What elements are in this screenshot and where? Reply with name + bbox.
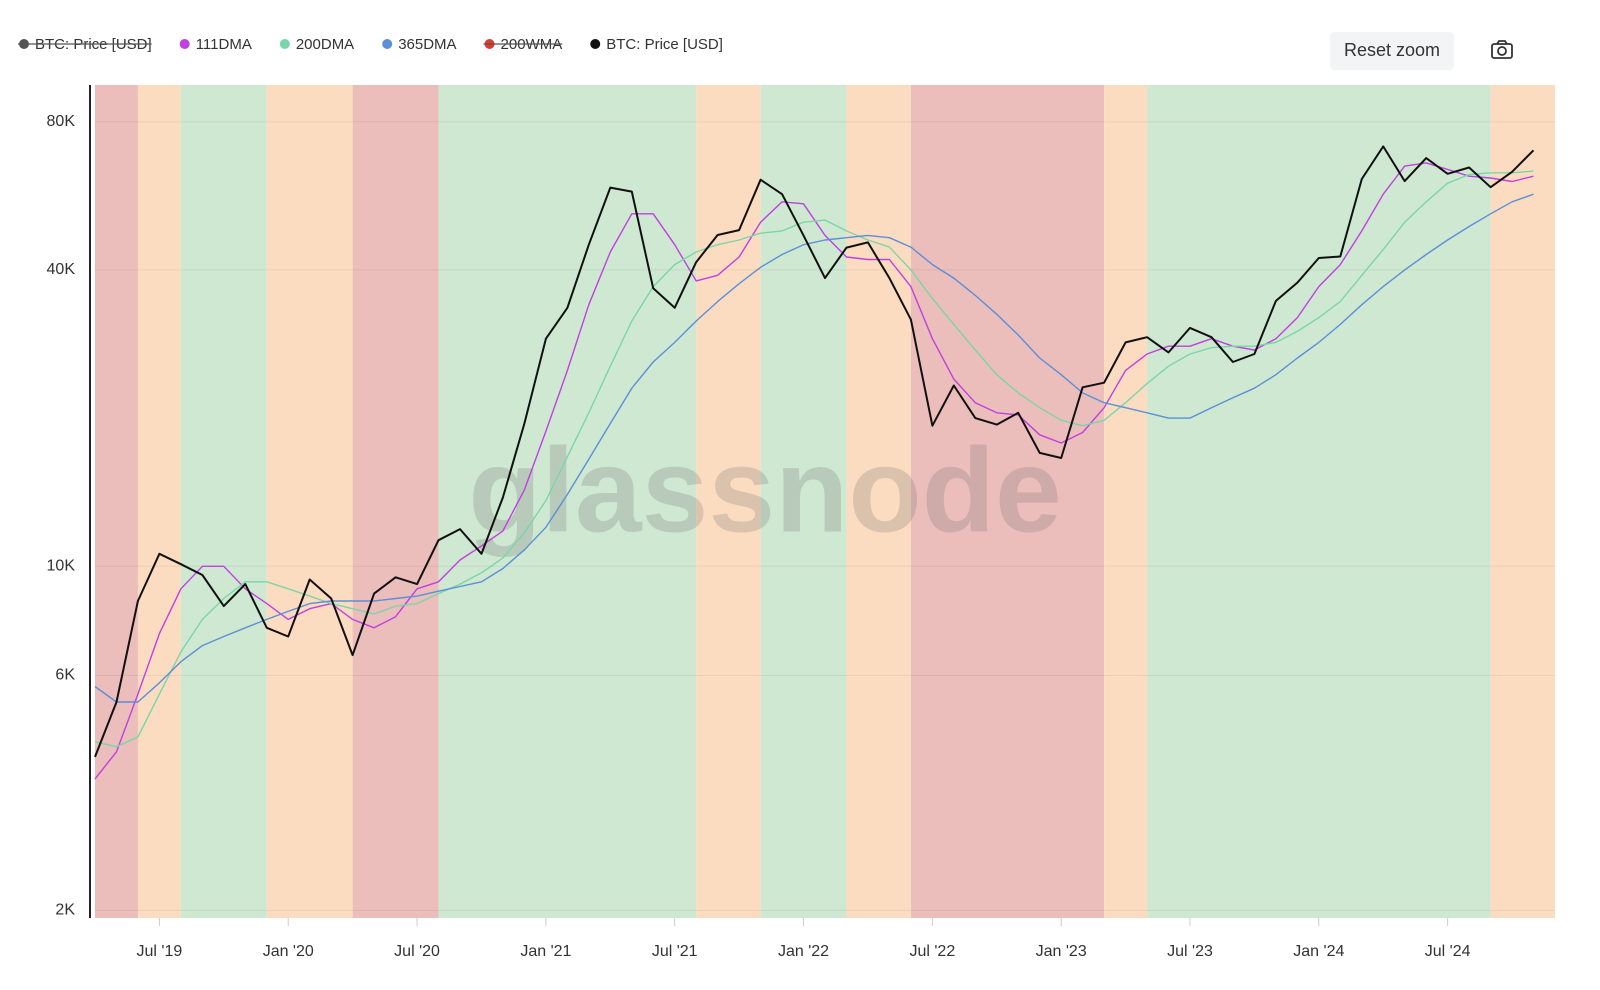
regime-band: [696, 85, 761, 918]
y-tick-label: 10K: [47, 558, 76, 575]
x-tick-label: Jul '24: [1425, 943, 1471, 960]
x-tick-label: Jul '21: [652, 943, 698, 960]
y-tick-label: 2K: [55, 902, 75, 919]
grid: [95, 121, 1555, 911]
x-tick-label: Jul '19: [137, 943, 183, 960]
legend-label: 200DMA: [296, 36, 354, 53]
x-tick-label: Jan '23: [1036, 943, 1087, 960]
watermark: glassnode: [468, 424, 1062, 558]
reset-zoom-button[interactable]: Reset zoom: [1330, 32, 1454, 70]
legend-label: 365DMA: [398, 36, 456, 53]
regime-band: [1104, 85, 1148, 918]
legend: BTC: Price [USD] 111DMA 200DMA 365DMA 200WMA…: [18, 36, 723, 53]
axes: 2K 6K 10K 40K 80K Jul '19 Jan '20 Jul '20 Jan '2…: [47, 113, 1471, 960]
y-tick-label: 80K: [47, 113, 76, 130]
series-line: [94, 145, 1535, 758]
regime-band: [846, 85, 911, 918]
x-tick-label: Jul '23: [1167, 943, 1213, 960]
x-tick-label: Jan '24: [1293, 943, 1344, 960]
series-line: [94, 193, 1534, 703]
button-bg[interactable]: [1330, 32, 1454, 70]
legend-label: 111DMA: [196, 36, 252, 53]
regime-band: [910, 85, 1105, 918]
regime-band: [266, 85, 353, 918]
y-tick-label: 6K: [55, 667, 75, 684]
camera-icon[interactable]: [1491, 40, 1513, 59]
regime-band: [1490, 85, 1555, 918]
x-tick-label: Jan '22: [778, 943, 829, 960]
regime-band: [1147, 85, 1491, 918]
regime-band: [180, 85, 267, 918]
regime-bands: [95, 85, 1555, 918]
regime-band: [137, 85, 181, 918]
legend-marker: [179, 39, 190, 49]
lines: [94, 145, 1535, 780]
y-tick-label: 40K: [47, 261, 76, 278]
legend-marker: [279, 39, 290, 49]
x-tick-label: Jan '21: [520, 943, 571, 960]
x-tick-label: Jul '20: [394, 943, 440, 960]
camera-body[interactable]: [1491, 43, 1513, 59]
camera-top[interactable]: [1496, 40, 1508, 45]
regime-band: [438, 85, 697, 918]
legend-marker: [590, 39, 601, 49]
legend-marker: [382, 39, 393, 49]
regime-band: [352, 85, 439, 918]
camera-lens[interactable]: [1497, 46, 1507, 56]
series-line: [94, 170, 1534, 748]
legend-label: BTC: Price [USD]: [606, 36, 723, 53]
x-tick-label: Jul '22: [909, 943, 955, 960]
x-tick-label: Jan '20: [263, 943, 314, 960]
button-label[interactable]: Reset zoom: [1344, 40, 1440, 60]
regime-band: [95, 85, 138, 918]
